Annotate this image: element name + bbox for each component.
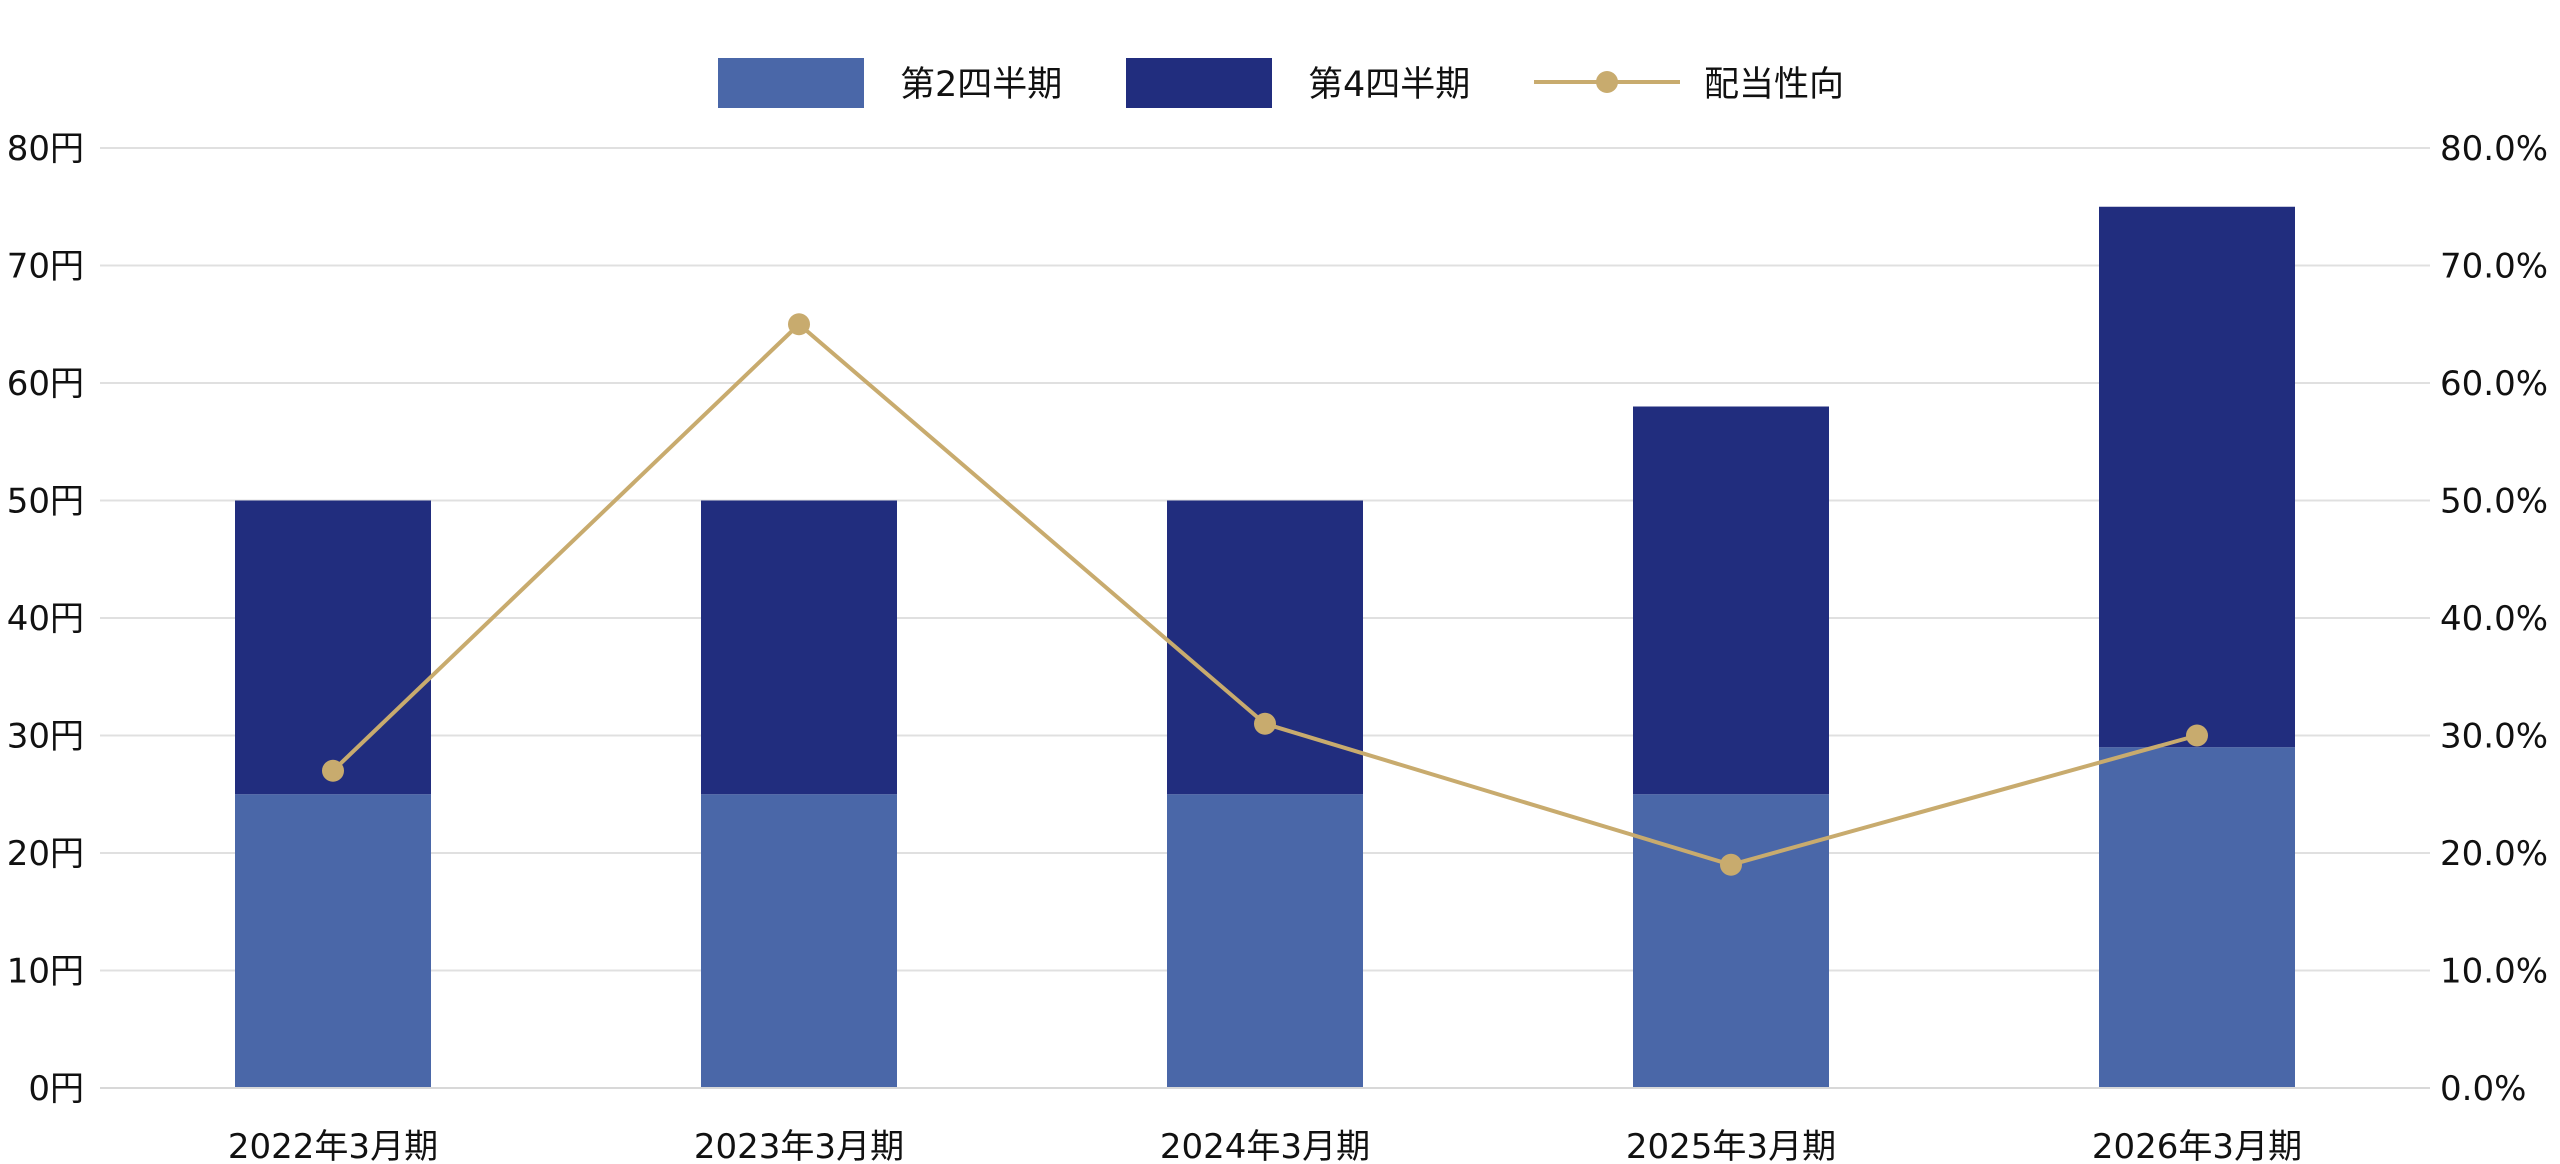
bar-q2 (1633, 794, 1829, 1088)
y-right-tick-label: 60.0% (2440, 364, 2548, 404)
payout-ratio-point (322, 759, 344, 782)
y-right-tick-label: 10.0% (2440, 952, 2548, 992)
bar-q2 (2099, 747, 2295, 1088)
bar-q4 (2099, 206, 2295, 748)
y-left-tick-label: 30円 (7, 717, 84, 757)
left-axis: 0円 10円 20円 30円 40円 50円 60円 70円 80円 (7, 129, 84, 1109)
y-right-tick-label: 70.0% (2440, 247, 2548, 287)
payout-ratio-point (788, 313, 810, 336)
x-tick-label: 2024年3月期 (1160, 1127, 1370, 1164)
bar-q4 (1633, 406, 1829, 795)
x-axis: 2022年3月期 2023年3月期 2024年3月期 2025年3月期 2026年3月期 (100, 1087, 2430, 1164)
y-right-tick-label: 50.0% (2440, 482, 2548, 522)
y-left-tick-label: 60円 (7, 364, 84, 404)
x-tick-label: 2023年3月期 (694, 1127, 904, 1164)
legend-marker-payout (1596, 71, 1618, 93)
x-tick-label: 2025年3月期 (1626, 1127, 1836, 1164)
bar-q2 (701, 794, 897, 1088)
bar-q4 (235, 500, 431, 795)
payout-ratio-point (1254, 712, 1276, 735)
legend-label-payout: 配当性向 (1704, 65, 1844, 105)
line-layer (322, 313, 2208, 876)
y-right-tick-label: 20.0% (2440, 834, 2548, 874)
y-left-tick-label: 40円 (7, 599, 84, 639)
bar-q2 (235, 794, 431, 1088)
legend-label-q2: 第2四半期 (900, 65, 1062, 105)
y-left-tick-label: 80円 (7, 129, 84, 169)
y-left-tick-label: 50円 (7, 482, 84, 522)
right-axis: 0.0% 10.0% 20.0% 30.0% 40.0% 50.0% 60.0% 70.0% 8… (2440, 129, 2548, 1109)
legend: 第2四半期 第4四半期 配当性向 (718, 58, 1844, 108)
y-right-tick-label: 40.0% (2440, 599, 2548, 639)
x-tick-label: 2026年3月期 (2092, 1127, 2302, 1164)
legend-swatch-q2 (718, 58, 864, 108)
y-left-tick-label: 10円 (7, 952, 84, 992)
bar-q4 (1167, 500, 1363, 795)
y-left-tick-label: 70円 (7, 247, 84, 287)
payout-ratio-point (1720, 853, 1742, 876)
y-left-tick-label: 20円 (7, 834, 84, 874)
y-right-tick-label: 30.0% (2440, 717, 2548, 757)
y-right-tick-label: 80.0% (2440, 129, 2548, 169)
payout-ratio-point (2186, 724, 2208, 747)
bar-q2 (1167, 794, 1363, 1088)
bar-layer (235, 206, 2295, 1088)
bar-q4 (701, 500, 897, 795)
y-left-tick-label: 0円 (28, 1069, 84, 1109)
legend-label-q4: 第4四半期 (1308, 65, 1470, 105)
x-tick-label: 2022年3月期 (228, 1127, 438, 1164)
y-right-tick-label: 0.0% (2440, 1069, 2526, 1109)
legend-swatch-q4 (1126, 58, 1272, 108)
